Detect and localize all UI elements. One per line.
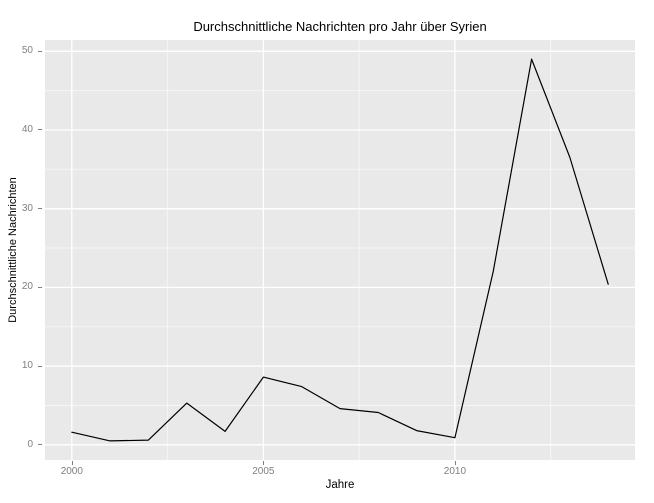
y-axis-tick xyxy=(38,208,42,210)
y-axis-tick xyxy=(38,444,42,446)
y-axis-tick xyxy=(38,129,42,131)
y-tick-label: 50 xyxy=(21,45,33,57)
y-tick-label: 20 xyxy=(21,281,33,293)
y-axis-title: Durchschnittliche Nachrichten xyxy=(7,177,19,323)
y-tick-label: 10 xyxy=(21,360,33,372)
x-axis-tick xyxy=(263,461,265,465)
y-tick-label: 0 xyxy=(27,438,33,450)
plot-panel xyxy=(45,40,635,460)
x-tick-label: 2010 xyxy=(443,466,467,477)
y-tick-label: 40 xyxy=(21,123,33,135)
plot-area-svg xyxy=(45,40,635,460)
y-axis-tick xyxy=(38,365,42,367)
y-axis-tick xyxy=(38,50,42,52)
x-tick-label: 2000 xyxy=(60,466,83,477)
data-line xyxy=(71,58,609,442)
x-tick-label: 2005 xyxy=(252,466,275,477)
x-axis-tick xyxy=(71,461,73,465)
chart-title: Durchschnittliche Nachrichten pro Jahr ü… xyxy=(193,19,487,34)
y-tick-label: 30 xyxy=(21,202,33,214)
y-axis-tick xyxy=(38,286,42,288)
x-axis-tick xyxy=(454,461,456,465)
x-axis-title: Jahre xyxy=(325,479,355,491)
